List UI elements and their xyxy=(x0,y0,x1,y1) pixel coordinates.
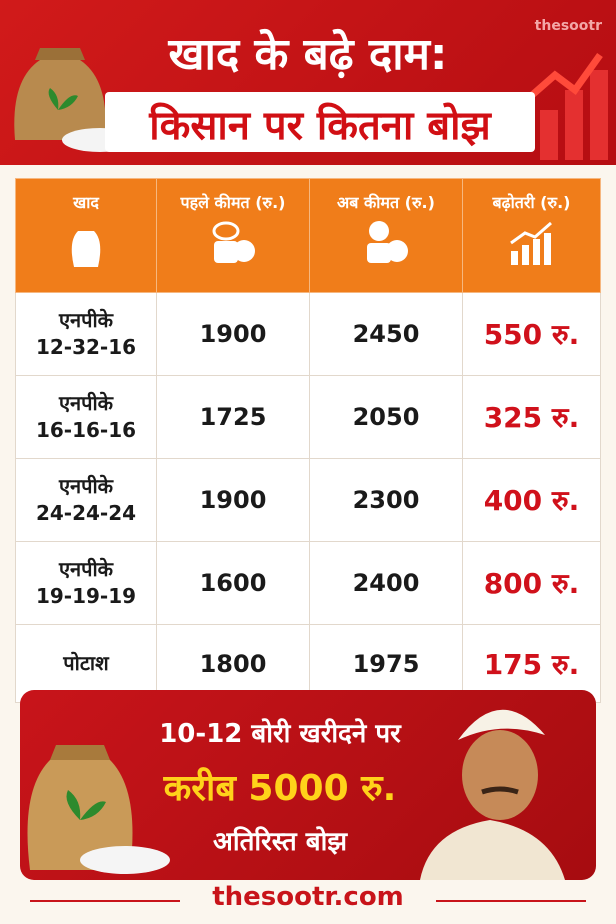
price-cell: 1975 xyxy=(309,624,463,703)
fertilizer-name: पोटाश xyxy=(15,624,157,703)
column-header-text: बढ़ोतरी (रु.) xyxy=(492,193,571,212)
table-row: एनपीके 24-24-24 1900 2300 400 रु. xyxy=(15,458,601,542)
fertilizer-name: एनपीके 12-32-16 xyxy=(15,292,157,376)
increase-cell: 800 रु. xyxy=(462,541,601,625)
name-line: एनपीके xyxy=(58,391,114,415)
name-line: 12-32-16 xyxy=(35,335,137,359)
header-row: खाद पहले कीमत (रु.) अब कीमत (रु.) बढ़ोतर… xyxy=(15,178,601,293)
banner-line-2: करीब 5000 रु. xyxy=(163,768,397,809)
banner-art xyxy=(27,709,565,880)
price-cell: 2450 xyxy=(309,292,463,376)
price-cell: 1725 xyxy=(156,375,310,459)
price-cell: 1900 xyxy=(156,458,310,542)
summary-banner: 10-12 बोरी खरीदने पर करीब 5000 रु. अतिरि… xyxy=(20,690,596,880)
column-header-text: अब कीमत (रु.) xyxy=(337,193,435,212)
name-line: एनपीके xyxy=(58,474,114,498)
increase-cell: 175 रु. xyxy=(462,624,601,703)
name-line: 19-19-19 xyxy=(35,584,137,608)
title-box xyxy=(105,92,535,152)
increase-cell: 400 रु. xyxy=(462,458,601,542)
column-header-text: पहले कीमत (रु.) xyxy=(180,193,286,212)
table-body: एनपीके 12-32-16 1900 2450 550 रु. एनपीके 16-16… xyxy=(15,292,601,703)
fertilizer-name: एनपीके 16-16-16 xyxy=(15,375,157,459)
title-line-2: किसान पर कितना बोझ xyxy=(149,103,491,149)
column-header: पहले कीमत (रु.) xyxy=(156,178,310,293)
coins-icon xyxy=(367,221,408,263)
coins-icon xyxy=(212,221,255,263)
price-cell: 2400 xyxy=(309,541,463,625)
name-line: एनपीके xyxy=(58,308,114,332)
fertilizer-name: एनपीके 19-19-19 xyxy=(15,541,157,625)
banner-line-1: 10-12 बोरी खरीदने पर xyxy=(159,719,401,749)
table-row: एनपीके 19-19-19 1600 2400 800 रु. xyxy=(15,541,601,625)
increase-cell: 325 रु. xyxy=(462,375,601,459)
name-line: एनपीके xyxy=(58,557,114,581)
header: thesootr खाद के बढ़े दाम: किसान पर कितना… xyxy=(0,0,616,165)
footer-rule xyxy=(30,900,180,902)
sack-icon xyxy=(71,231,101,267)
price-cell: 1900 xyxy=(156,292,310,376)
column-header: अब कीमत (रु.) xyxy=(309,178,463,293)
price-cell: 2300 xyxy=(309,458,463,542)
table-row: पोटाश 1800 1975 175 रु. xyxy=(15,624,601,703)
table-row: एनपीके 12-32-16 1900 2450 550 रु. xyxy=(15,292,601,376)
name-line: 16-16-16 xyxy=(35,418,137,442)
watermark: thesootr xyxy=(534,18,602,34)
banner-line-3: अतिरिस्त बोझ xyxy=(212,827,347,857)
name-line: पोटाश xyxy=(63,651,109,675)
name-line: 24-24-24 xyxy=(35,501,137,525)
price-cell: 1600 xyxy=(156,541,310,625)
site-url: thesootr.com xyxy=(212,882,404,912)
growth-icon xyxy=(509,221,552,265)
column-header: खाद xyxy=(15,178,157,293)
footer-rule xyxy=(436,900,586,902)
title-line-1: खाद के बढ़े दाम: xyxy=(168,29,448,80)
price-cell: 2050 xyxy=(309,375,463,459)
increase-cell: 550 रु. xyxy=(462,292,601,376)
column-header-text: खाद xyxy=(73,193,99,212)
price-table: खाद पहले कीमत (रु.) अब कीमत (रु.) बढ़ोतर… xyxy=(15,178,601,703)
price-cell: 1800 xyxy=(156,624,310,703)
fertilizer-name: एनपीके 24-24-24 xyxy=(15,458,157,542)
table-row: एनपीके 16-16-16 1725 2050 325 रु. xyxy=(15,375,601,459)
column-header: बढ़ोतरी (रु.) xyxy=(462,178,601,293)
